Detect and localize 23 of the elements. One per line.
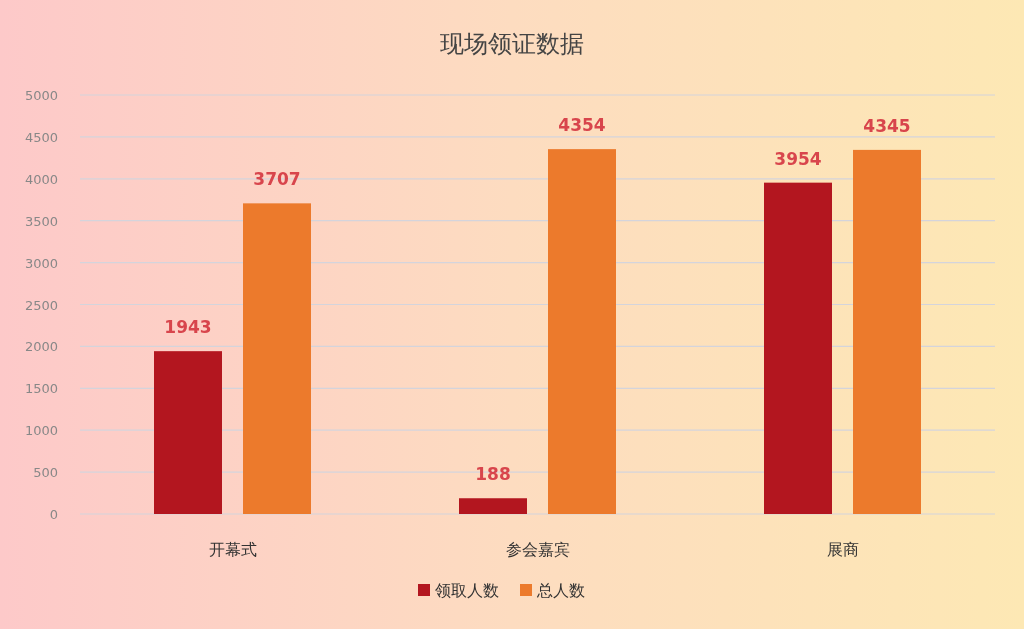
y-tick-label: 3000 xyxy=(24,255,58,271)
legend-label: 总人数 xyxy=(536,581,585,600)
y-tick-label: 500 xyxy=(33,465,58,481)
y-tick-label: 2500 xyxy=(24,297,58,313)
y-tick-label: 2000 xyxy=(24,339,58,355)
data-label: 4354 xyxy=(558,115,606,136)
data-label: 3954 xyxy=(774,148,822,169)
data-label: 1943 xyxy=(164,317,212,338)
x-tick-label: 展商 xyxy=(826,540,859,559)
data-label: 188 xyxy=(475,464,511,485)
y-tick-label: 0 xyxy=(49,507,58,522)
y-tick-label: 5000 xyxy=(24,88,58,103)
data-label: 3707 xyxy=(253,169,301,190)
x-tick-label: 开幕式 xyxy=(208,540,257,559)
x-tick-label: 参会嘉宾 xyxy=(505,540,570,559)
y-tick-label: 4000 xyxy=(24,171,58,187)
data-label: 4345 xyxy=(863,115,911,136)
y-tick-label: 1000 xyxy=(24,423,58,439)
legend-label: 领取人数 xyxy=(435,581,499,600)
y-tick-label: 1500 xyxy=(24,381,58,397)
y-tick-label: 4500 xyxy=(24,129,58,145)
chart-title: 现场领证数据 xyxy=(440,30,584,58)
y-tick-label: 3500 xyxy=(24,213,58,229)
